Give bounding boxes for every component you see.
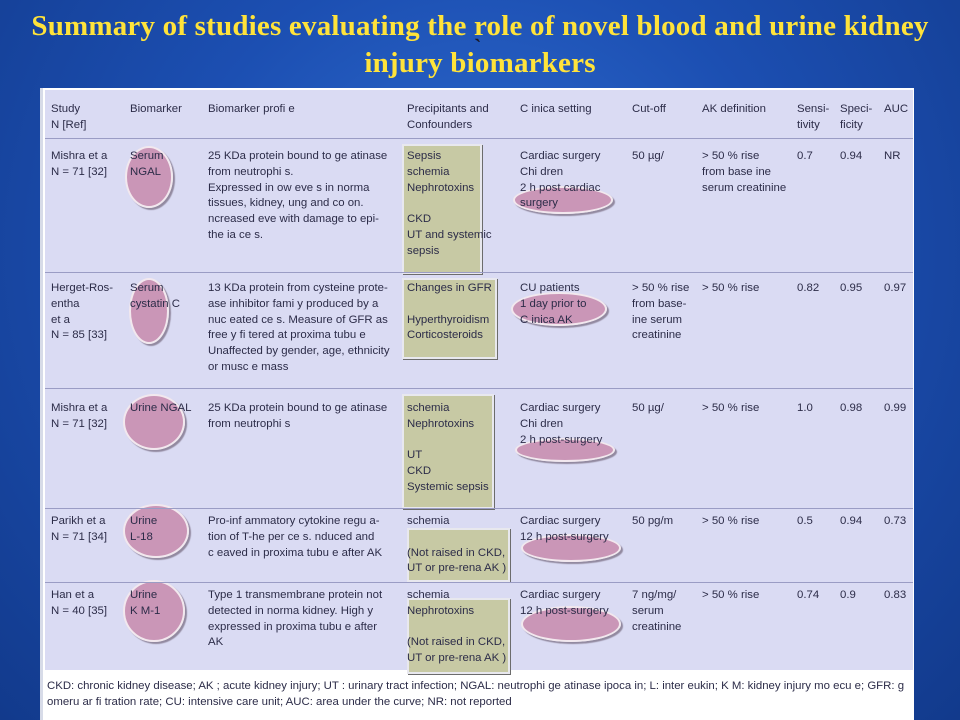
biomarker-oval [123, 394, 185, 450]
setting-oval [511, 292, 607, 326]
slide-title: Summary of studies evaluating the role o… [31, 10, 929, 79]
cell-ak-definition: > 50 % rise [702, 402, 760, 414]
header-sensitivity: Sensi- tivity [797, 103, 830, 131]
header-profile: Biomarker profi e [208, 103, 295, 115]
header-auc: AUC [884, 103, 909, 115]
cell-sensitivity: 1.0 [797, 402, 813, 414]
cell-cutoff: 7 ng/mg/ serum creatinine [632, 589, 682, 633]
highlight-box [407, 598, 510, 674]
cell-auc: 0.97 [884, 282, 907, 294]
cell-profile: 25 KDa protein bound to ge atinase from … [208, 150, 388, 241]
header-cutoff: Cut-off [632, 103, 666, 115]
row-divider [45, 582, 913, 583]
cell-setting: Cardiac surgery 12 h post-surgery [520, 515, 609, 543]
cell-study: Mishra et a N = 71 [32] [51, 402, 108, 430]
header-precipitants: Precipitants and Confounders [407, 103, 489, 131]
table-footnote: CKD: chronic kidney disease; AK ; acute … [47, 680, 905, 708]
header-study: Study N [Ref] [51, 103, 87, 131]
setting-oval [513, 186, 613, 214]
setting-oval [515, 438, 615, 462]
cell-biomarker: Urine L-18 [130, 515, 158, 543]
cell-cutoff: 50 µg/ [632, 402, 664, 414]
row-divider [45, 388, 913, 389]
cell-auc: NR [884, 150, 901, 162]
cell-sensitivity: 0.74 [797, 589, 820, 601]
cell-specificity: 0.9 [840, 589, 856, 601]
cell-ak-definition: > 50 % rise [702, 282, 760, 294]
cell-precipitants: Sepsis schemia Nephrotoxins CKD UT and s… [407, 150, 492, 257]
cell-ak-definition: > 50 % rise [702, 589, 760, 601]
highlight-box [402, 394, 494, 509]
cell-profile: Type 1 transmembrane protein not detecte… [208, 589, 383, 649]
cell-setting: Cardiac surgery Chi dren 2 h post cardia… [520, 150, 601, 210]
header-setting: C inica setting [520, 103, 592, 115]
cell-auc: 0.99 [884, 402, 907, 414]
highlight-box [407, 528, 510, 582]
biomarker-oval [123, 580, 185, 642]
cell-biomarker: Serum NGAL [130, 150, 164, 178]
biomarker-oval [125, 146, 173, 208]
cell-biomarker: Urine K M-1 [130, 589, 161, 617]
cell-specificity: 0.94 [840, 515, 863, 527]
header-ak-definition: AK definition [702, 103, 766, 115]
header-divider [45, 138, 913, 139]
cell-auc: 0.83 [884, 589, 907, 601]
table-panel: Study N [Ref] Biomarker Biomarker profi … [40, 88, 914, 720]
biomarker-oval [129, 278, 169, 344]
row-divider [45, 508, 913, 509]
cell-study: Parikh et a N = 71 [34] [51, 515, 108, 543]
cell-specificity: 0.95 [840, 282, 863, 294]
cell-auc: 0.73 [884, 515, 907, 527]
cell-setting: Cardiac surgery Chi dren 2 h post-surger… [520, 402, 603, 446]
row-divider [45, 272, 913, 273]
cell-specificity: 0.98 [840, 402, 863, 414]
cell-setting: Cardiac surgery 12 h post-surgery [520, 589, 609, 617]
setting-oval [521, 606, 621, 642]
cell-cutoff: 50 pg/m [632, 515, 674, 527]
cell-study: Herget-Ros- entha et a N = 85 [33] [51, 282, 114, 342]
cell-precipitants: schemia Nephrotoxins UT CKD Systemic sep… [407, 402, 489, 493]
cell-ak-definition: > 50 % rise [702, 515, 760, 527]
cell-sensitivity: 0.5 [797, 515, 813, 527]
cell-precipitants: Changes in GFR Hyperthyroidism Corticost… [407, 282, 492, 342]
cell-setting: CU patients 1 day prior to C inica AK [520, 282, 587, 326]
cell-profile: Pro-inf ammatory cytokine regu a- tion o… [208, 515, 383, 559]
cell-cutoff: > 50 % rise from base- ine serum creatin… [632, 282, 690, 342]
cell-biomarker: Urine NGAL [130, 402, 192, 414]
highlight-box [402, 278, 497, 359]
highlight-box [402, 144, 482, 274]
cell-precipitants: schemia (Not raised in CKD, UT or pre-re… [407, 515, 507, 575]
cell-precipitants: schemia Nephrotoxins (Not raised in CKD,… [407, 589, 507, 665]
header-biomarker: Biomarker [130, 103, 182, 115]
cell-profile: 25 KDa protein bound to ge atinase from … [208, 402, 388, 430]
cell-study: Mishra et a N = 71 [32] [51, 150, 108, 178]
setting-oval [521, 534, 621, 562]
biomarker-oval [123, 504, 189, 558]
header-specificity: Speci- ficity [840, 103, 873, 131]
cell-cutoff: 50 µg/ [632, 150, 664, 162]
studies-table: Study N [Ref] Biomarker Biomarker profi … [45, 90, 913, 674]
cell-specificity: 0.94 [840, 150, 863, 162]
cell-profile: 13 KDa protein from cysteine prote- ase … [208, 282, 390, 373]
stray-mark: ` [474, 34, 482, 59]
cell-biomarker: Serum cystatin C [130, 282, 181, 310]
cell-ak-definition: > 50 % rise from base ine serum creatini… [702, 150, 787, 194]
cell-study: Han et a N = 40 [35] [51, 589, 108, 617]
cell-sensitivity: 0.82 [797, 282, 820, 294]
cell-sensitivity: 0.7 [797, 150, 813, 162]
